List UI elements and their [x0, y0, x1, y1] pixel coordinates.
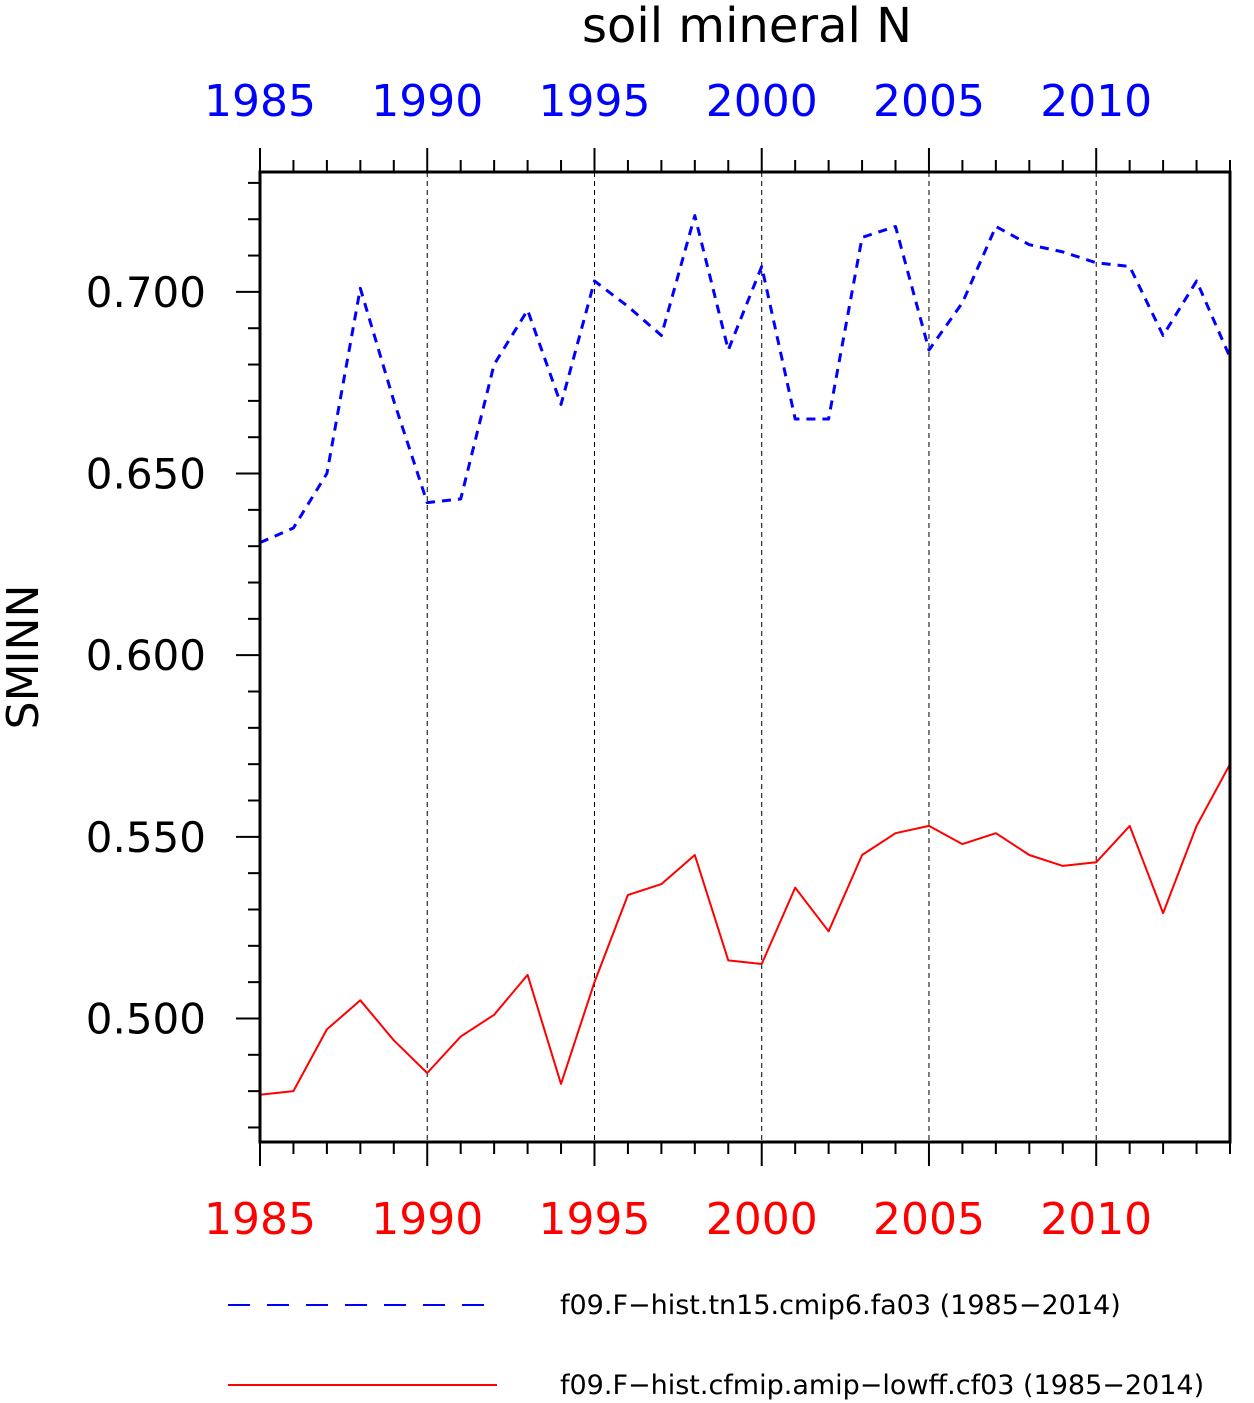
- series-group: [259, 214, 1232, 1096]
- top-tick-label: 2000: [706, 76, 818, 127]
- y-tick-label: 0.500: [86, 994, 206, 1043]
- bottom-tick-label: 2010: [1040, 1194, 1152, 1245]
- legend-label-2: f09.F−hist.cfmip.amip−lowff.cf03 (1985−2…: [560, 1370, 1204, 1401]
- y-tick-label: 0.600: [86, 631, 206, 680]
- bottom-tick-label: 2005: [873, 1194, 985, 1245]
- legend-label-1: f09.F−hist.tn15.cmip6.fa03 (1985−2014): [560, 1290, 1121, 1321]
- top-tick-label: 2005: [873, 76, 985, 127]
- grid: [426, 172, 1097, 1142]
- series-line-1: [259, 214, 1232, 544]
- plot-frame: [258, 170, 1232, 1144]
- bottom-tick-label: 1995: [538, 1194, 650, 1245]
- legend: f09.F−hist.tn15.cmip6.fa03 (1985−2014) f0…: [228, 1290, 1204, 1401]
- bottom-tick-label: 1985: [204, 1194, 316, 1245]
- top-tick-label: 1990: [371, 76, 483, 127]
- y-axis-label: SMINN: [0, 585, 49, 730]
- top-tick-label: 2010: [1040, 76, 1152, 127]
- series-line-2: [259, 763, 1231, 1096]
- chart-title: soil mineral N: [582, 0, 912, 54]
- y-tick-label: 0.650: [86, 450, 206, 499]
- bottom-tick-label: 1990: [371, 1194, 483, 1245]
- axis-ticks: 1985 1985 1990 1990 1995 1995 2000 2000 2005 2005…: [86, 76, 1231, 1245]
- y-tick-label: 0.550: [86, 813, 206, 862]
- top-tick-label: 1995: [538, 76, 650, 127]
- bottom-tick-label: 2000: [706, 1194, 818, 1245]
- top-tick-label: 1985: [204, 76, 316, 127]
- y-tick-label: 0.700: [86, 268, 206, 317]
